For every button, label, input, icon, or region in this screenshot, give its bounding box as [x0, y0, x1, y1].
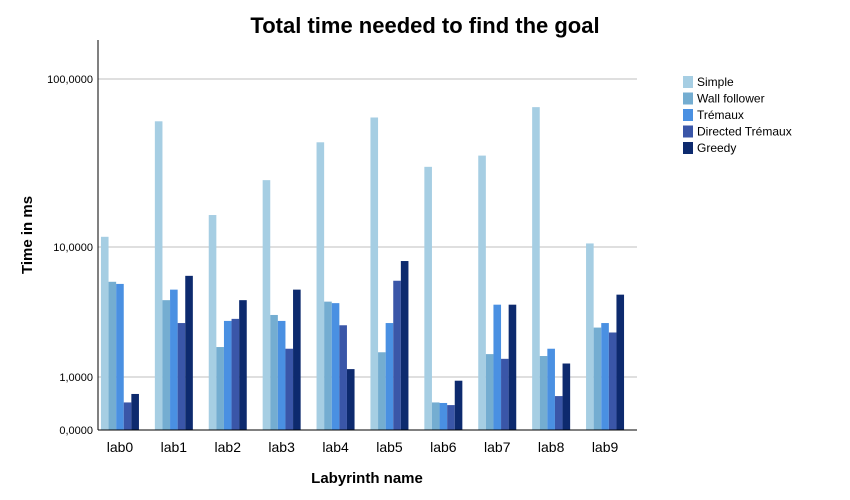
bar-lab8-directed-tr-maux [554, 396, 563, 430]
bar-lab5-tr-maux [385, 323, 394, 430]
legend: Simple Wall follower Trémaux Directed Tréma… [683, 75, 792, 155]
bar-lab0-wall-follower [108, 281, 117, 430]
bar-lab1-greedy [185, 275, 193, 430]
bar-lab8-wall-follower [539, 356, 548, 430]
bar-lab3-directed-tr-maux [285, 348, 294, 430]
bar-lab0-tr-maux [116, 283, 124, 430]
chart-title: Total time needed to find the goal [250, 13, 599, 38]
bar-lab0-greedy [131, 393, 139, 430]
bar-lab1-tr-maux [170, 289, 178, 430]
y-tick-labels: 0,0000 1,0000 10,0000 100,0000 [47, 74, 93, 437]
x-tick-label-lab6: lab6 [430, 439, 457, 455]
bar-lab7-greedy [508, 304, 517, 430]
x-axis-label: Labyrinth name [311, 470, 423, 487]
bar-lab9-greedy [616, 294, 625, 430]
bar-lab4-tr-maux [331, 303, 340, 430]
bar-lab1-wall-follower [162, 300, 171, 430]
legend-swatch-greedy [683, 142, 693, 154]
bar-lab2-greedy [239, 300, 247, 430]
bar-lab6-simple [424, 166, 432, 430]
bar-lab2-wall-follower [216, 347, 224, 430]
bar-lab3-simple [262, 180, 271, 430]
legend-swatch-wall-follower [683, 92, 693, 105]
x-tick-label-lab5: lab5 [376, 439, 403, 455]
bar-lab4-simple [316, 142, 325, 431]
legend-swatch-simple [683, 76, 693, 88]
bars [100, 107, 625, 431]
x-tick-label-lab3: lab3 [268, 439, 295, 455]
legend-label-greedy: Greedy [697, 141, 736, 155]
x-tick-label-lab8: lab8 [538, 439, 565, 455]
bar-lab2-tr-maux [223, 320, 232, 430]
bar-lab0-directed-tr-maux [123, 402, 132, 430]
x-tick-label-lab0: lab0 [107, 439, 134, 455]
bar-lab5-greedy [400, 261, 409, 430]
bar-lab6-directed-tr-maux [447, 405, 455, 430]
bar-lab7-wall-follower [485, 354, 494, 430]
bar-lab8-simple [532, 107, 540, 430]
bar-lab9-simple [586, 243, 594, 430]
bar-lab9-wall-follower [593, 327, 602, 430]
bar-lab9-tr-maux [601, 323, 609, 430]
x-tick-labels: lab0 lab1 lab2 lab3 lab4 lab5 lab6 lab7 lab8 lab9 [107, 439, 619, 455]
y-tick-label: 1,0000 [59, 372, 93, 384]
x-tick-label-lab7: lab7 [484, 439, 511, 455]
bar-lab3-greedy [293, 289, 301, 430]
legend-label-wall-follower: Wall follower [697, 92, 765, 106]
x-tick-label-lab1: lab1 [161, 439, 188, 455]
bar-lab5-simple [370, 117, 379, 430]
legend-label-tr-maux: Trémaux [697, 108, 744, 122]
bar-lab7-tr-maux [493, 304, 502, 430]
legend-label-simple: Simple [697, 75, 734, 89]
y-tick-label: 0,0000 [59, 425, 93, 437]
bar-lab8-tr-maux [547, 348, 555, 430]
bar-lab6-tr-maux [439, 402, 448, 430]
x-tick-label-lab9: lab9 [592, 439, 619, 455]
bar-lab4-wall-follower [324, 301, 332, 430]
y-tick-label: 100,0000 [47, 74, 93, 86]
legend-swatch-tr-maux [683, 109, 693, 121]
bar-lab2-directed-tr-maux [231, 318, 240, 430]
bar-lab6-greedy [454, 380, 463, 430]
bar-lab5-directed-tr-maux [393, 280, 401, 430]
bar-lab3-tr-maux [277, 320, 286, 430]
legend-label-directed-tr-maux: Directed Trémaux [697, 125, 792, 139]
bar-lab1-directed-tr-maux [177, 323, 186, 430]
bar-lab9-directed-tr-maux [608, 332, 617, 430]
x-tick-label-lab4: lab4 [322, 439, 349, 455]
y-tick-label: 10,0000 [53, 242, 93, 254]
bar-lab5-wall-follower [378, 352, 386, 430]
bar-lab1-simple [154, 121, 163, 431]
bar-lab7-simple [478, 155, 486, 430]
axes [97, 40, 637, 431]
x-tick-label-lab2: lab2 [215, 439, 242, 455]
bar-lab4-greedy [346, 369, 355, 430]
bar-lab0-simple [100, 236, 109, 430]
bar-lab2-simple [208, 215, 217, 430]
y-axis-label: Time in ms [19, 196, 36, 274]
bar-lab8-greedy [562, 363, 571, 430]
bar-lab7-directed-tr-maux [501, 358, 509, 430]
bar-lab6-wall-follower [431, 402, 440, 430]
bar-lab3-wall-follower [270, 314, 278, 430]
legend-swatch-directed-tr-maux [683, 125, 693, 138]
bar-lab4-directed-tr-maux [339, 325, 347, 430]
